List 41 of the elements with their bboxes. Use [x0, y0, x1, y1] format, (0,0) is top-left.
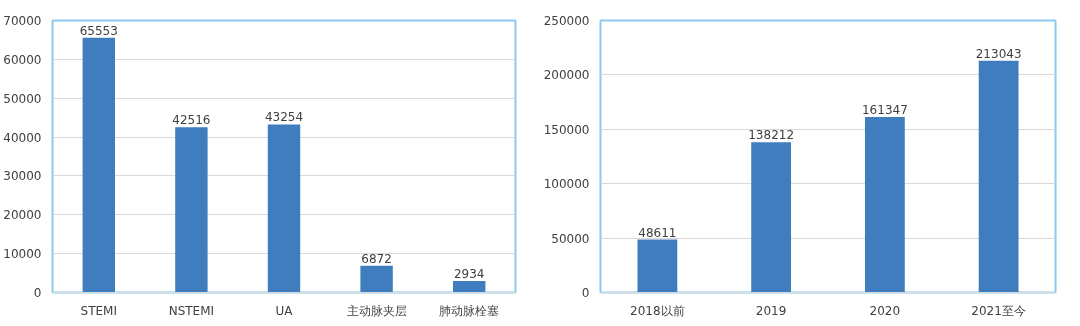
y-tick-label: 0: [33, 286, 42, 300]
x-tick-label: NSTEMI: [168, 303, 215, 318]
bar: [453, 281, 486, 293]
data-label: 48611: [638, 225, 677, 240]
x-tick-label: STEMI: [80, 303, 118, 318]
bar: [637, 239, 678, 293]
data-label: 43254: [264, 110, 304, 125]
bar: [82, 37, 116, 293]
y-tick-label: 40000: [3, 130, 42, 145]
x-tick-label: 2020: [869, 303, 901, 318]
y-tick-label: 30000: [3, 169, 42, 184]
data-label: 42516: [172, 113, 211, 128]
y-tick-label: 50000: [3, 91, 42, 106]
data-label: 161347: [861, 102, 908, 117]
data-label: 2934: [453, 267, 485, 282]
y-tick-label: 150000: [543, 122, 590, 137]
bar: [864, 116, 905, 293]
data-label: 138212: [748, 128, 795, 143]
y-tick-label: 100000: [543, 177, 590, 192]
y-tick-label: 60000: [3, 52, 42, 67]
bar: [360, 265, 393, 293]
y-tick-label: 10000: [3, 247, 42, 262]
x-tick-label: 2021至今: [971, 303, 1026, 318]
y-tick-label: 20000: [3, 208, 42, 223]
data-label: 6872: [361, 251, 392, 266]
x-tick-label: 主动脉夹层: [346, 303, 407, 318]
bar: [267, 124, 301, 293]
bar: [175, 127, 208, 293]
y-tick-label: 0: [581, 286, 590, 300]
y-tick-label: 50000: [551, 231, 590, 246]
bar: [751, 142, 792, 293]
data-label: 65553: [79, 23, 118, 38]
y-tick-label: 200000: [543, 68, 590, 83]
data-label: 213043: [975, 46, 1022, 61]
x-tick-label: 2019: [755, 303, 787, 318]
bar: [978, 60, 1019, 293]
x-tick-label: 2018以前: [630, 303, 685, 318]
x-tick-label: 肺动脉栓塞: [439, 303, 500, 318]
x-tick-label: UA: [275, 303, 294, 318]
y-tick-label: 250000: [543, 14, 590, 28]
y-tick-label: 70000: [3, 14, 42, 28]
